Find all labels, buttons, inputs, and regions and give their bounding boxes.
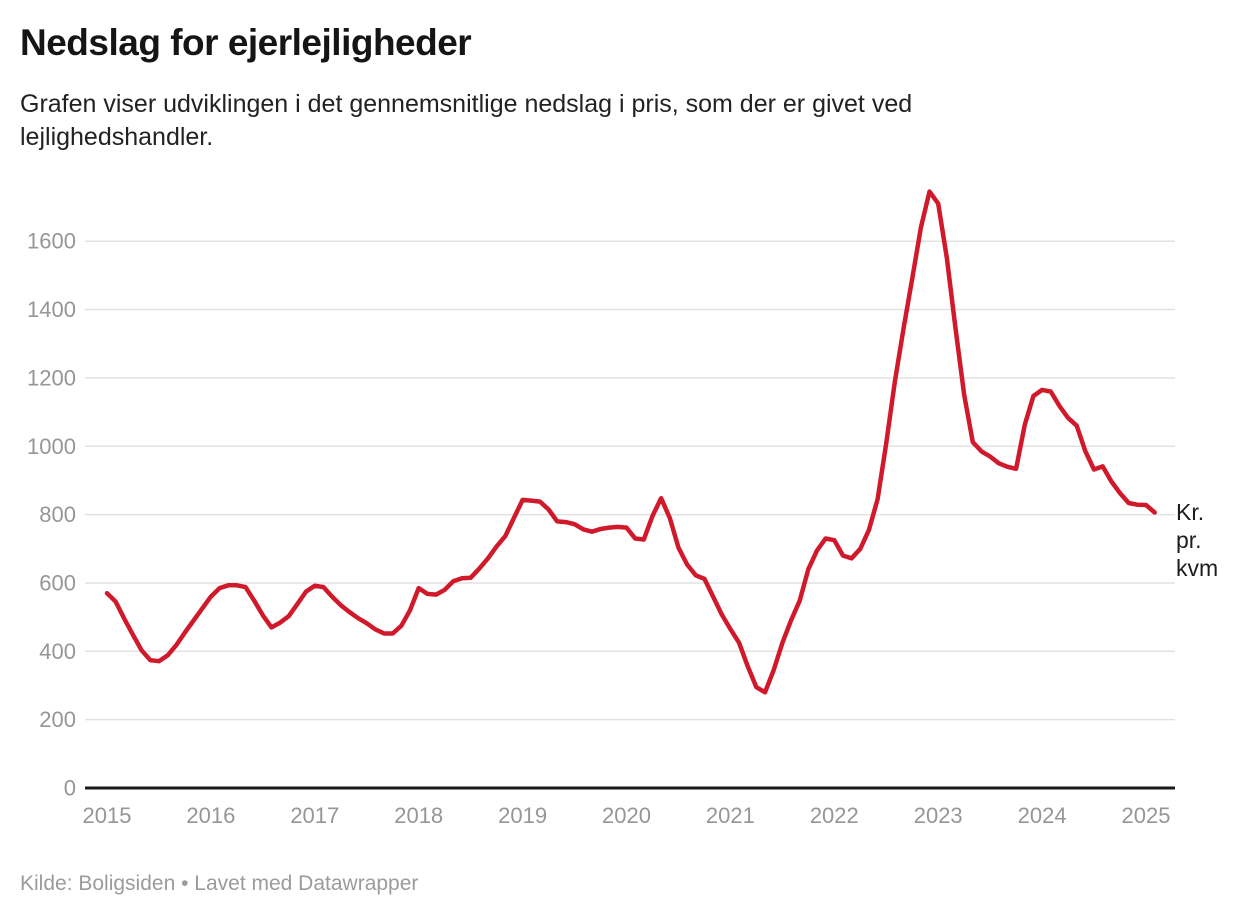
chart-title: Nedslag for ejerlejligheder xyxy=(20,22,472,63)
x-axis-tick-label: 2020 xyxy=(602,803,651,828)
x-axis-tick-label: 2025 xyxy=(1122,803,1171,828)
y-axis-tick-label: 200 xyxy=(39,707,76,732)
x-axis-tick-label: 2015 xyxy=(83,803,132,828)
y-axis-tick-labels: 0 200 400 600 800 1000 1200 1400 1600 xyxy=(27,229,76,801)
x-axis-tick-label: 2021 xyxy=(706,803,755,828)
y-axis-tick-label: 1400 xyxy=(27,297,76,322)
chart-description: Grafen viser udviklingen i det gennemsni… xyxy=(20,90,913,152)
y-axis-tick-label: 1600 xyxy=(27,229,76,254)
y-axis-tick-label: 1200 xyxy=(27,365,76,390)
x-axis-tick-label: 2016 xyxy=(186,803,235,828)
y-axis-tick-label: 400 xyxy=(39,639,76,664)
x-axis-tick-label: 2023 xyxy=(914,803,963,828)
x-axis-tick-label: 2022 xyxy=(810,803,859,828)
gridline-group xyxy=(85,240,1175,721)
x-axis-tick-label: 2018 xyxy=(394,803,443,828)
y-axis-tick-label: 600 xyxy=(39,570,76,595)
x-axis-tick-label: 2024 xyxy=(1018,803,1067,828)
x-axis-tick-labels: 2015 2016 2017 2018 2019 2020 2021 2022 2023 2024… xyxy=(83,803,1171,828)
data-line xyxy=(104,189,1157,695)
x-axis-tick-label: 2017 xyxy=(290,803,339,828)
x-axis-tick-label: 2019 xyxy=(498,803,547,828)
source-attribution: Kilde: Boligsiden • Lavet med Datawrappe… xyxy=(20,872,419,895)
y-axis-tick-label: 800 xyxy=(39,502,76,527)
y-axis-tick-label: 0 xyxy=(64,776,76,801)
unit-annotation-label: Kr. pr. kvm xyxy=(1176,499,1219,582)
y-axis-tick-label: 1000 xyxy=(27,434,76,459)
